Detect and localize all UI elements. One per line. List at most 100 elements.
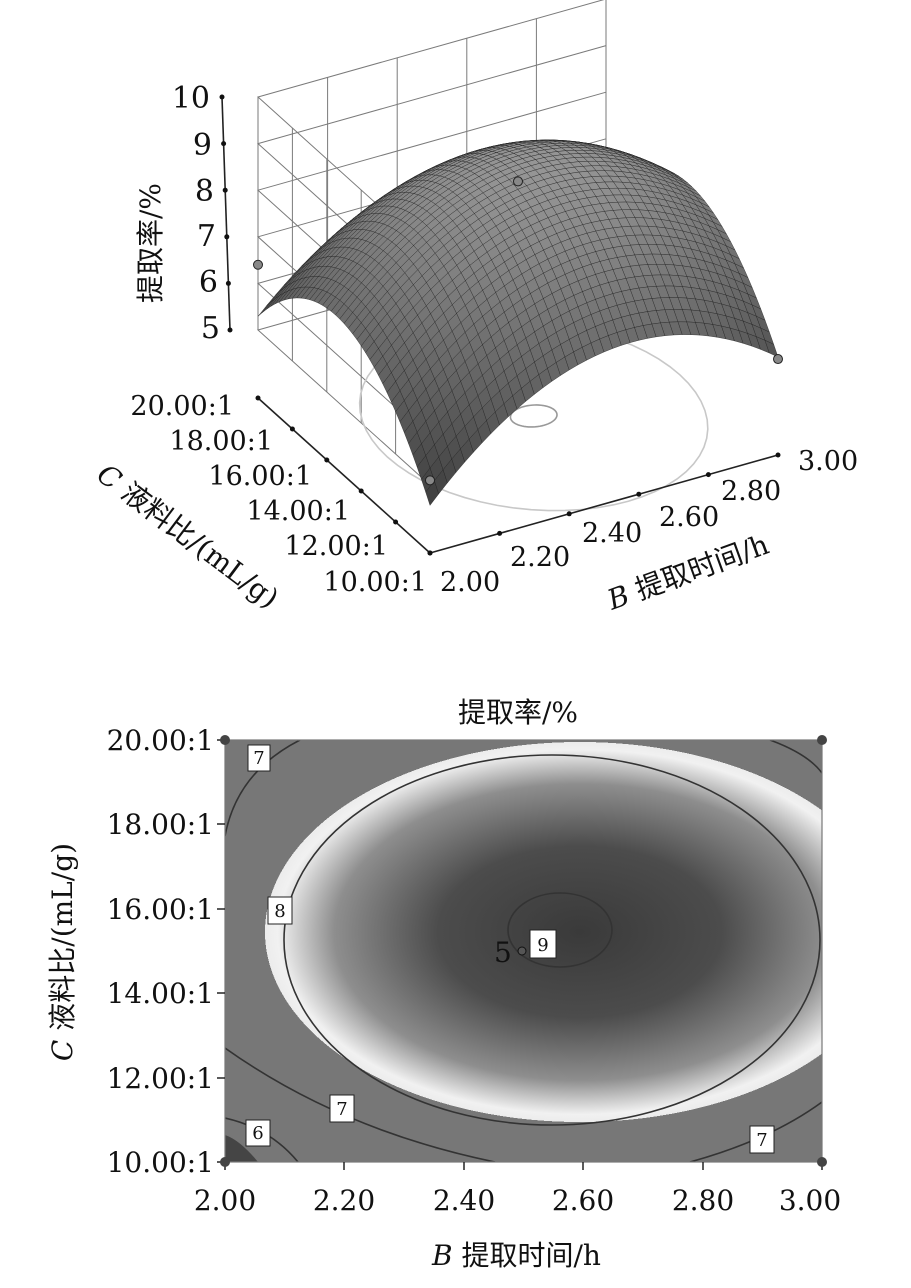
b-tick-label: 3.00	[798, 446, 858, 477]
z-tick-label: 9	[193, 128, 212, 163]
contour-label: 8	[267, 896, 293, 925]
b-axis-line	[429, 454, 779, 554]
center-point-count: 5	[494, 936, 512, 969]
contour-line-7-top-left	[225, 740, 301, 837]
c-tick-label: 14.00:1	[246, 496, 350, 527]
z-tick-label: 5	[201, 311, 220, 346]
c-axis-line	[257, 397, 431, 554]
c-tick-label: 10.00:1	[323, 567, 427, 598]
z-tick-label: 7	[197, 219, 216, 254]
contour-chart: 提取率/% 5 7	[46, 696, 841, 1272]
b-tick-label: 2.20	[510, 542, 570, 573]
y-tick-label: 16.00:1	[107, 893, 214, 926]
design-point	[513, 176, 523, 187]
x-axis-title-rest: 提取时间/h	[453, 1239, 601, 1272]
contour-design-points	[220, 735, 827, 1167]
z-axis-tick	[221, 141, 227, 147]
x-tick-label: 2.20	[313, 1184, 375, 1217]
contour-x-axis-title: B 提取时间/h	[431, 1239, 601, 1272]
y-tick-label: 20.00:1	[107, 724, 214, 757]
c-axis-tick	[324, 457, 330, 463]
design-point	[220, 735, 230, 745]
design-point	[425, 475, 435, 486]
contour-y-axis-title: C 液料比/(mL/g)	[46, 843, 79, 1061]
c-axis-tick	[427, 550, 433, 556]
contour-label-text: 6	[252, 1123, 263, 1144]
contour-label-text: 8	[274, 901, 285, 922]
z-tick-label: 6	[199, 265, 218, 300]
contour-label: 7	[749, 1125, 775, 1154]
b-axis-tick	[705, 472, 711, 478]
design-point	[220, 1157, 230, 1167]
b-axis-ticks: 2.00 2.20 2.40 2.60 2.80 3.00	[440, 446, 858, 598]
surface-quad	[262, 298, 276, 313]
contour-label: 6	[245, 1119, 271, 1147]
z-tick-label: 8	[195, 174, 214, 209]
z-axis-line	[221, 96, 231, 331]
contour-region-low	[225, 1135, 258, 1162]
x-tick-label: 2.60	[552, 1184, 614, 1217]
b-axis-title-rest: 提取时间/h	[622, 528, 773, 610]
z-axis-tick	[222, 187, 228, 193]
b-axis-tick	[636, 491, 642, 497]
contour-line-8	[283, 754, 821, 1126]
z-axis-title: 提取率/%	[134, 183, 167, 303]
surface-axes	[219, 94, 781, 556]
surface-mesh	[257, 139, 779, 506]
contour-y-ticks: 20.00:1 18.00:1 16.00:1 14.00:1 12.00:1 …	[107, 724, 214, 1179]
b-tick-label: 2.00	[440, 567, 500, 598]
b-axis-tick	[566, 511, 572, 517]
response-surface-chart: 10 9 8 7 6 5 提取率/% 20.00:1 18.00:1 16.00…	[91, 0, 858, 617]
c-tick-label: 12.00:1	[284, 531, 388, 562]
contour-label-text: 9	[537, 935, 548, 956]
c-axis-ticks: 20.00:1 18.00:1 16.00:1 14.00:1 12.00:1 …	[130, 391, 427, 598]
y-tick-label: 14.00:1	[107, 977, 214, 1010]
z-axis-tick	[225, 280, 231, 286]
c-axis-tick	[358, 488, 364, 494]
z-axis-ticks: 10 9 8 7 6 5	[172, 81, 220, 346]
y-axis-title-rest: 液料比/(mL/g)	[46, 843, 79, 1040]
contour-label-text: 7	[336, 1099, 347, 1120]
c-axis-tick	[289, 426, 295, 432]
contour-plot-frame	[224, 739, 823, 1163]
contour-line-7-top-right	[769, 740, 822, 774]
b-axis-tick	[497, 530, 503, 536]
b-tick-label: 2.40	[582, 518, 642, 549]
contour-label-text: 7	[756, 1130, 767, 1151]
floor-contour	[509, 404, 558, 428]
x-tick-label: 3.00	[779, 1184, 841, 1217]
z-axis-tick	[219, 94, 225, 100]
z-axis-tick	[227, 327, 233, 333]
x-tick-label: 2.00	[194, 1184, 256, 1217]
b-tick-label: 2.60	[659, 502, 719, 533]
contour-labels: 7 8 9 7 6 7	[245, 744, 775, 1154]
z-axis-tick	[224, 234, 230, 240]
surface-design-points	[253, 176, 783, 486]
x-tick-label: 2.80	[672, 1184, 734, 1217]
x-axis-title-italic: B	[431, 1239, 453, 1272]
design-point	[773, 354, 783, 365]
z-tick-label: 10	[172, 81, 210, 116]
contour-label: 9	[529, 929, 557, 959]
c-tick-label: 16.00:1	[208, 461, 312, 492]
b-tick-label: 2.80	[721, 476, 781, 507]
contour-label: 7	[329, 1094, 355, 1123]
y-tick-label: 12.00:1	[107, 1062, 214, 1095]
c-tick-label: 18.00:1	[169, 426, 273, 457]
design-point	[817, 1157, 827, 1167]
contour-title: 提取率/%	[458, 696, 578, 729]
contour-line-9	[507, 892, 613, 968]
y-tick-label: 10.00:1	[107, 1146, 214, 1179]
contour-label-text: 7	[253, 748, 264, 769]
y-axis-title-italic: C	[46, 1040, 79, 1061]
c-tick-label: 20.00:1	[130, 391, 234, 422]
y-tick-label: 18.00:1	[107, 808, 214, 841]
c-axis-tick	[393, 519, 399, 525]
center-design-point	[517, 946, 527, 956]
b-axis-tick	[775, 452, 781, 458]
contour-x-ticks: 2.00 2.20 2.40 2.60 2.80 3.00	[194, 1184, 841, 1217]
c-axis-tick	[255, 395, 261, 401]
x-tick-label: 2.40	[433, 1184, 495, 1217]
design-point	[817, 735, 827, 745]
contour-label: 7	[247, 744, 271, 772]
